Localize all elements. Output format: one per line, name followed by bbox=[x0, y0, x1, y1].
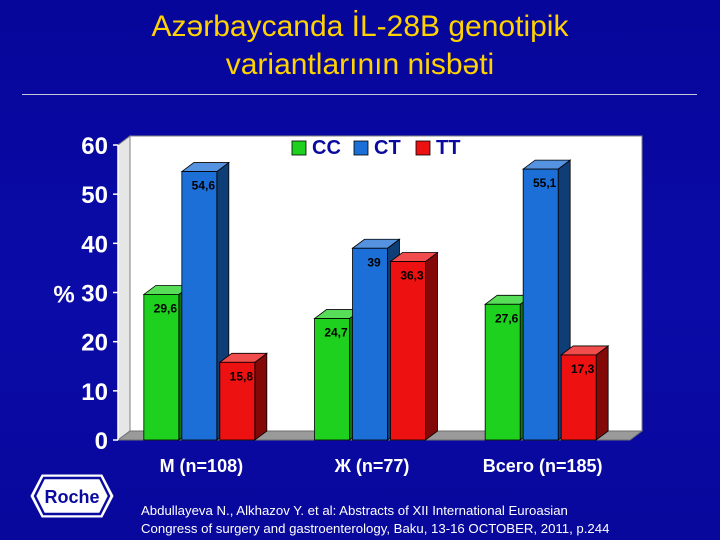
y-tick-label: 50 bbox=[81, 182, 108, 209]
data-label-cc-1: 29,6 bbox=[154, 301, 178, 315]
y-tick-label: 20 bbox=[81, 330, 108, 357]
bar-tt-2-side bbox=[425, 251, 438, 441]
y-tick-label: 30 bbox=[81, 281, 108, 308]
bar-tt-1-side bbox=[254, 352, 268, 441]
roche-logo-text: Roche bbox=[44, 487, 99, 507]
bar-tt-3 bbox=[560, 354, 597, 441]
data-label-tt-2: 36,3 bbox=[400, 269, 424, 283]
data-label-ct-3: 55,1 bbox=[533, 176, 557, 190]
bar-cc-3 bbox=[484, 303, 521, 441]
title-divider bbox=[22, 94, 697, 95]
data-label-ct-1: 54,6 bbox=[192, 179, 216, 193]
bar-ct-2 bbox=[352, 247, 388, 441]
legend-swatch-ct bbox=[353, 140, 369, 156]
citation-footnote: Abdullayeva N., Alkhazov Y. et al: Abstr… bbox=[141, 502, 716, 538]
y-tick-label: 10 bbox=[81, 379, 108, 406]
y-tick-label: 40 bbox=[81, 231, 108, 258]
slide-title-line-2: variantlarının nisbəti bbox=[225, 48, 495, 81]
bar-ct-1 bbox=[181, 171, 218, 441]
bar-tt-1 bbox=[219, 361, 256, 441]
plot-side-wall bbox=[117, 135, 131, 441]
legend-label-cc: CC bbox=[312, 137, 341, 159]
bar-tt-3-side bbox=[595, 345, 609, 441]
data-label-tt-3: 17,3 bbox=[571, 362, 595, 376]
bar-cc-2 bbox=[314, 318, 350, 441]
citation-line-2: Congress of surgery and gastroenterology… bbox=[141, 521, 610, 536]
bar-ct-3 bbox=[522, 168, 559, 441]
x-category-label: M (n=108) bbox=[160, 456, 244, 476]
y-tick-label: 60 bbox=[81, 133, 108, 160]
legend-swatch-cc bbox=[291, 140, 307, 156]
data-label-ct-2: 39 bbox=[367, 255, 381, 269]
bar-tt-2 bbox=[390, 261, 426, 441]
slide-title-line-1: Azərbaycanda İL-28B genotipik bbox=[151, 10, 569, 43]
data-label-tt-1: 15,8 bbox=[230, 369, 254, 383]
bar-chart: 0 10 20 30 40 50 60% 29,6 54,6 15,8 M (n=108) 24,7 3… bbox=[53, 133, 644, 476]
roche-logo: Roche bbox=[30, 474, 114, 518]
bar-cc-1 bbox=[143, 294, 180, 441]
x-category-label: Ж (n=77) bbox=[334, 456, 410, 476]
x-category-label: Всего (n=185) bbox=[483, 456, 603, 476]
slide-title: Azərbaycanda İL-28B genotipik variantlar… bbox=[0, 8, 720, 84]
roche-hexagon-icon bbox=[30, 474, 114, 518]
data-label-cc-3: 27,6 bbox=[495, 311, 519, 325]
legend-label-tt: TT bbox=[436, 137, 460, 159]
data-label-cc-2: 24,7 bbox=[324, 326, 348, 340]
y-axis-label: % bbox=[53, 282, 74, 309]
legend-swatch-tt bbox=[415, 140, 431, 156]
y-tick-label: 0 bbox=[95, 428, 108, 455]
legend-label-ct: CT bbox=[374, 137, 401, 159]
citation-line-1: Abdullayeva N., Alkhazov Y. et al: Abstr… bbox=[141, 503, 568, 518]
